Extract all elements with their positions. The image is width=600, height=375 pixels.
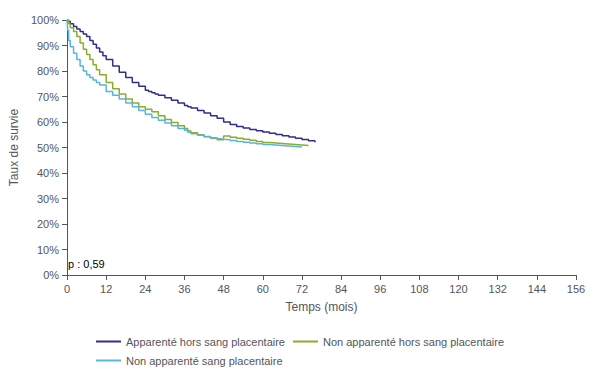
svg-text:132: 132 — [489, 283, 507, 295]
svg-text:p : 0,59: p : 0,59 — [68, 258, 105, 270]
svg-text:90%: 90% — [37, 40, 59, 52]
svg-text:0: 0 — [64, 283, 70, 295]
svg-text:80%: 80% — [37, 65, 59, 77]
svg-text:120: 120 — [449, 283, 467, 295]
svg-text:10%: 10% — [37, 244, 59, 256]
svg-text:40%: 40% — [37, 167, 59, 179]
svg-text:20%: 20% — [37, 218, 59, 230]
svg-text:48: 48 — [218, 283, 230, 295]
svg-text:60%: 60% — [37, 116, 59, 128]
svg-text:24: 24 — [139, 283, 151, 295]
svg-text:Non apparenté sang placentaire: Non apparenté sang placentaire — [126, 355, 283, 367]
svg-text:84: 84 — [335, 283, 347, 295]
svg-text:0%: 0% — [43, 269, 59, 281]
svg-text:Temps (mois): Temps (mois) — [286, 300, 358, 314]
svg-text:12: 12 — [100, 283, 112, 295]
svg-text:70%: 70% — [37, 91, 59, 103]
svg-text:96: 96 — [374, 283, 386, 295]
svg-text:144: 144 — [528, 283, 546, 295]
svg-text:50%: 50% — [37, 142, 59, 154]
svg-text:Taux de survie: Taux de survie — [7, 108, 21, 186]
svg-text:108: 108 — [410, 283, 428, 295]
svg-text:Non apparenté hors sang placen: Non apparenté hors sang placentaire — [323, 336, 504, 348]
svg-text:36: 36 — [178, 283, 190, 295]
svg-text:100%: 100% — [31, 14, 59, 26]
svg-text:30%: 30% — [37, 193, 59, 205]
svg-text:60: 60 — [257, 283, 269, 295]
svg-text:72: 72 — [296, 283, 308, 295]
svg-text:Apparenté hors sang placentair: Apparenté hors sang placentaire — [126, 336, 285, 348]
svg-text:156: 156 — [567, 283, 585, 295]
